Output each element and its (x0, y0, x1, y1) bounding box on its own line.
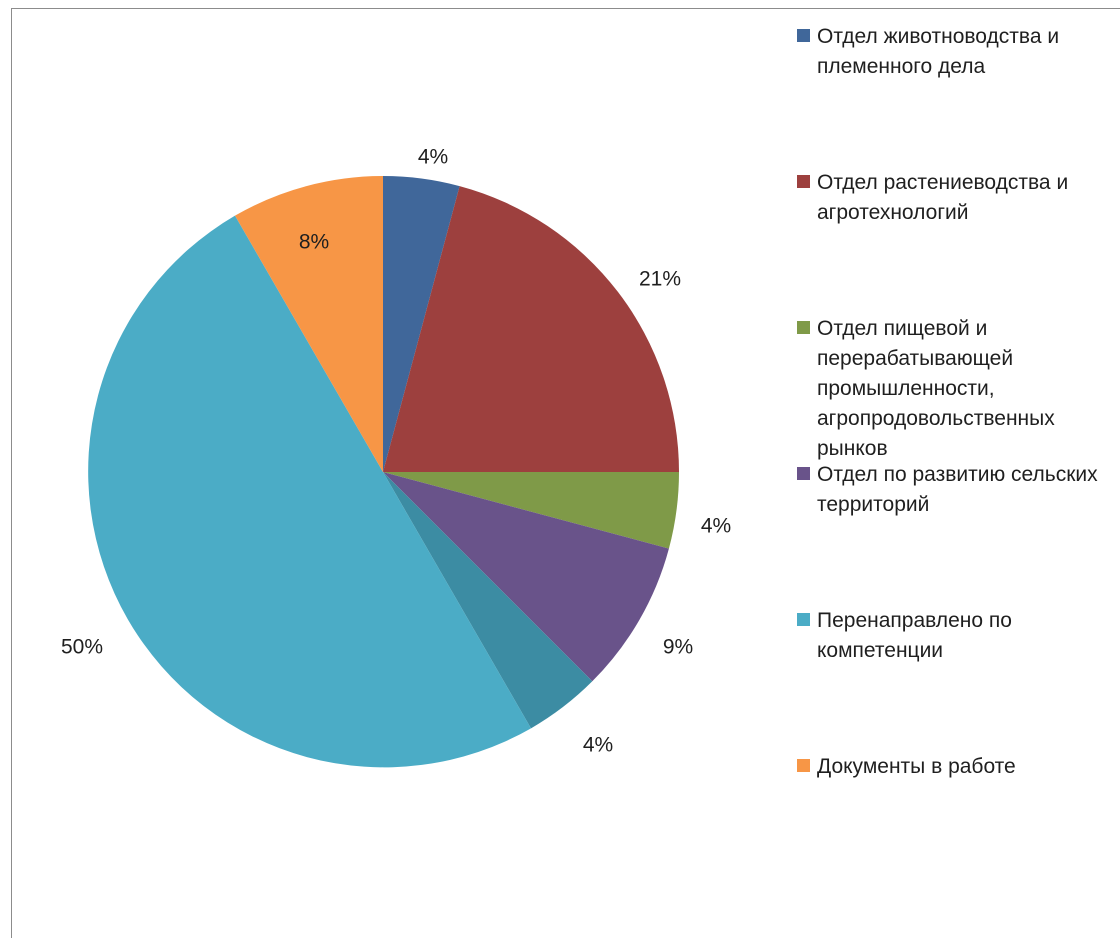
pie-data-label: 21% (639, 268, 681, 291)
legend-swatch (797, 175, 810, 188)
legend-swatch (797, 467, 810, 480)
chart-frame (11, 8, 1120, 938)
pie-slice (383, 176, 460, 472)
legend-label: Отдел по развитию сельских территорий (817, 463, 1098, 516)
pie-slice (383, 186, 679, 472)
pie-slice (383, 472, 679, 549)
legend-label: Отдел животноводства и племенного дела (817, 25, 1060, 78)
pie-data-label: 4% (583, 734, 613, 757)
pie-data-label: 9% (663, 636, 693, 659)
pie-data-labels: 4% 21% 4% 9% 4% 50% 8% (61, 146, 731, 757)
legend-label: Отдел растениеводства и агротехнологий (817, 171, 1069, 224)
pie-data-label: 50% (61, 636, 103, 659)
pie-data-label: 4% (418, 146, 448, 169)
legend-swatch (797, 613, 810, 626)
pie-slice (383, 472, 669, 682)
pie-data-label: 8% (299, 231, 329, 254)
pie-slice (383, 472, 593, 729)
pie-slice (88, 215, 531, 768)
legend-swatch (797, 759, 810, 772)
pie-slice (235, 176, 383, 472)
legend-label: Документы в работе (817, 755, 1016, 778)
pie-slices (88, 176, 679, 768)
legend-swatch (797, 321, 810, 334)
legend-swatch (797, 29, 810, 42)
pie-data-label: 4% (701, 515, 731, 538)
legend-label: Перенаправлено по компетенции (817, 609, 1012, 662)
legend-label: Отдел пищевой и перерабатывающей промышл… (817, 317, 1055, 460)
